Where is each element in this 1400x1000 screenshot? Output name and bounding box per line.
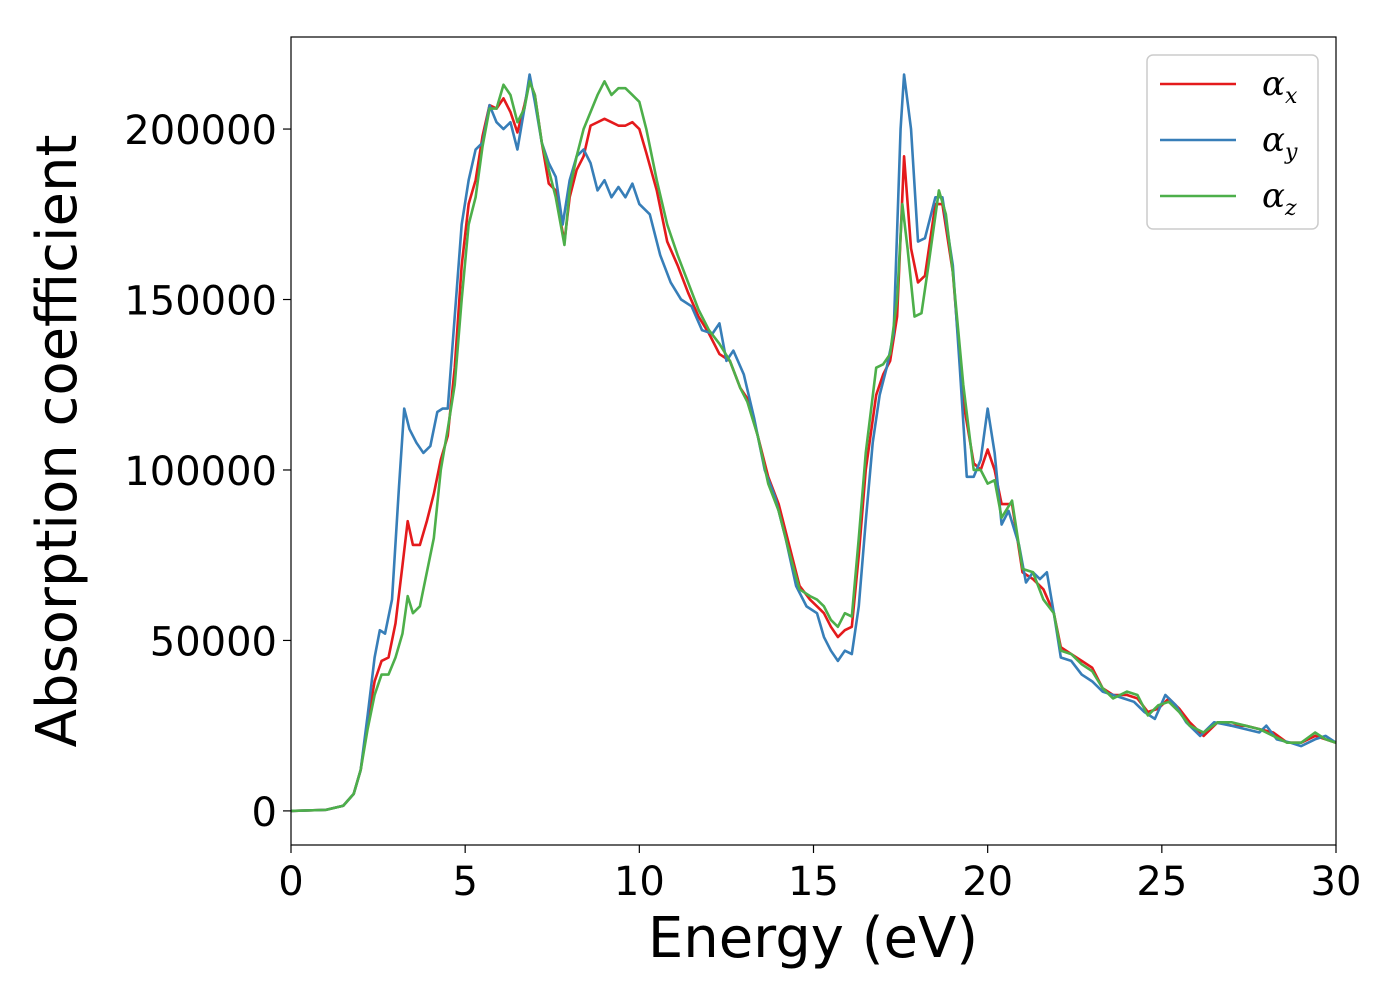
x-tick-label: 5	[452, 859, 477, 905]
x-tick-label: 25	[1136, 859, 1187, 905]
legend-label-symbol: α	[1262, 120, 1285, 160]
x-tick-label: 20	[962, 859, 1013, 905]
y-axis: 0 50000 100000 150000 200000	[124, 108, 291, 836]
x-tick-label: 15	[788, 859, 839, 905]
x-axis-title: Energy (eV)	[648, 906, 978, 971]
legend-label-symbol: α	[1262, 176, 1285, 216]
series-layer	[290, 73, 1337, 813]
y-tick-label: 0	[252, 790, 277, 836]
legend-box	[1146, 54, 1319, 230]
y-tick-label: 100000	[124, 449, 277, 495]
legend-label-alpha-z: αz	[1262, 176, 1297, 221]
y-tick-label: 200000	[124, 108, 277, 154]
x-tick-label: 0	[278, 859, 303, 905]
x-axis: 0 5 10 15 20 25 30	[278, 845, 1361, 905]
legend-label-subscript: z	[1284, 196, 1297, 221]
legend-label-alpha-x: αx	[1262, 64, 1298, 109]
legend-label-alpha-y: αy	[1262, 120, 1298, 165]
y-tick-label: 150000	[124, 279, 277, 325]
y-axis-title: Absorption coefficient	[25, 135, 90, 748]
x-tick-label: 30	[1311, 859, 1362, 905]
y-tick-label: 50000	[150, 619, 277, 665]
legend-label-subscript: x	[1285, 84, 1298, 109]
legend-label-symbol: α	[1262, 64, 1285, 104]
legend-label-subscript: y	[1284, 140, 1298, 165]
x-tick-label: 10	[614, 859, 665, 905]
series-line-alpha-z	[290, 80, 1337, 813]
